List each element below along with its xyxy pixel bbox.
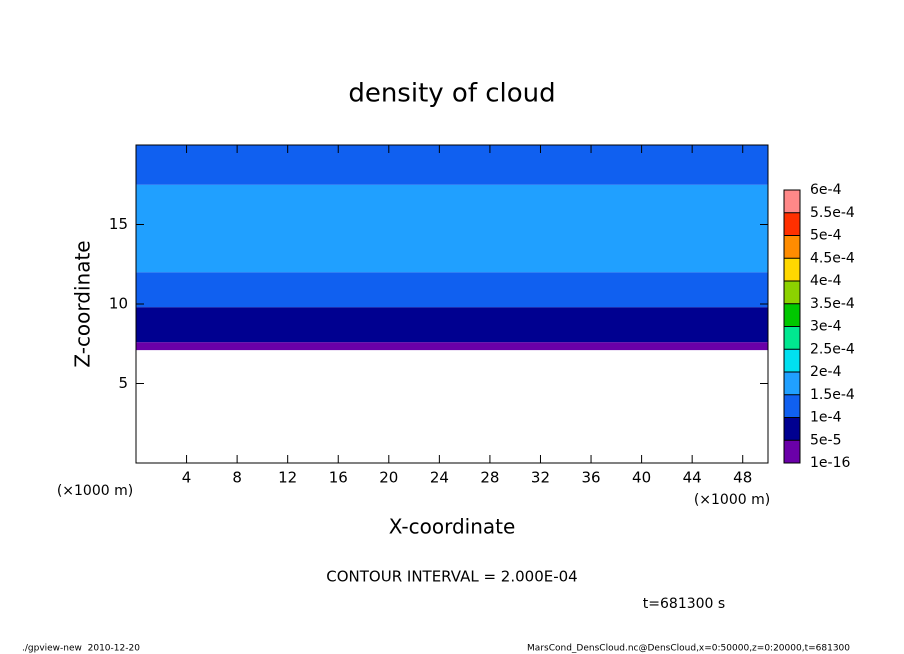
time-label: t=681300 s	[643, 596, 725, 612]
colorbar-swatch	[784, 235, 800, 259]
colorbar-label: 4.5e-4	[810, 250, 855, 266]
contour-interval: CONTOUR INTERVAL = 2.000E-04	[326, 568, 577, 586]
colorbar-swatch	[784, 281, 800, 304]
density-band	[136, 272, 768, 308]
colorbar-swatch	[784, 372, 800, 395]
x-tick-label: 40	[632, 469, 651, 487]
y-unit: (×1000 m)	[57, 483, 133, 499]
colorbar-swatch	[784, 349, 800, 372]
x-tick-label: 20	[379, 469, 398, 487]
y-tick-label: 15	[109, 215, 128, 233]
density-band	[136, 184, 768, 273]
colorbar-label: 3e-4	[810, 319, 842, 335]
colorbar-label: 1e-4	[810, 410, 842, 426]
x-tick-label: 4	[182, 469, 192, 487]
colorbar-label: 5.5e-4	[810, 205, 855, 221]
y-axis-label: Z-coordinate	[71, 240, 95, 367]
x-tick-label: 36	[581, 469, 600, 487]
x-tick-label: 48	[733, 469, 752, 487]
colorbar-swatch	[784, 440, 800, 463]
colorbar-swatch	[784, 190, 800, 213]
colorbar-label: 5e-5	[810, 432, 841, 448]
colorbar-label: 2e-4	[810, 364, 842, 380]
colorbar-swatch	[784, 303, 800, 327]
y-tick-label: 10	[109, 295, 128, 313]
colorbar-label: 1.5e-4	[810, 387, 855, 403]
colorbar-swatch	[784, 326, 800, 350]
colorbar-label: 4e-4	[810, 273, 842, 289]
colorbar-swatch	[784, 258, 800, 281]
colorbar-label: 6e-4	[810, 182, 842, 198]
x-tick-label: 12	[278, 469, 297, 487]
colorbar-label: 3.5e-4	[810, 296, 855, 312]
footer-left: ./gpview-new 2010-12-20	[22, 644, 140, 654]
density-band	[136, 342, 768, 351]
chart-title: density of cloud	[348, 79, 555, 109]
x-unit: (×1000 m)	[694, 492, 770, 508]
x-tick-label: 28	[480, 469, 499, 487]
y-tick-label: 5	[118, 374, 128, 392]
footer-right: MarsCond_DensCloud.nc@DensCloud,x=0:5000…	[527, 644, 850, 654]
colorbar-label: 2.5e-4	[810, 341, 855, 357]
colorbar-label: 1e-16	[810, 455, 850, 471]
x-tick-label: 32	[531, 469, 550, 487]
density-band	[136, 145, 768, 185]
colorbar-swatch	[784, 394, 800, 418]
x-tick-label: 8	[232, 469, 242, 487]
colorbar-swatch	[784, 212, 800, 236]
x-tick-label: 16	[329, 469, 348, 487]
x-axis-label: X-coordinate	[389, 515, 516, 539]
x-tick-label: 24	[430, 469, 449, 487]
colorbar-swatch	[784, 417, 800, 441]
x-tick-label: 44	[683, 469, 702, 487]
colorbar-label: 5e-4	[810, 228, 842, 244]
density-band	[136, 307, 768, 343]
